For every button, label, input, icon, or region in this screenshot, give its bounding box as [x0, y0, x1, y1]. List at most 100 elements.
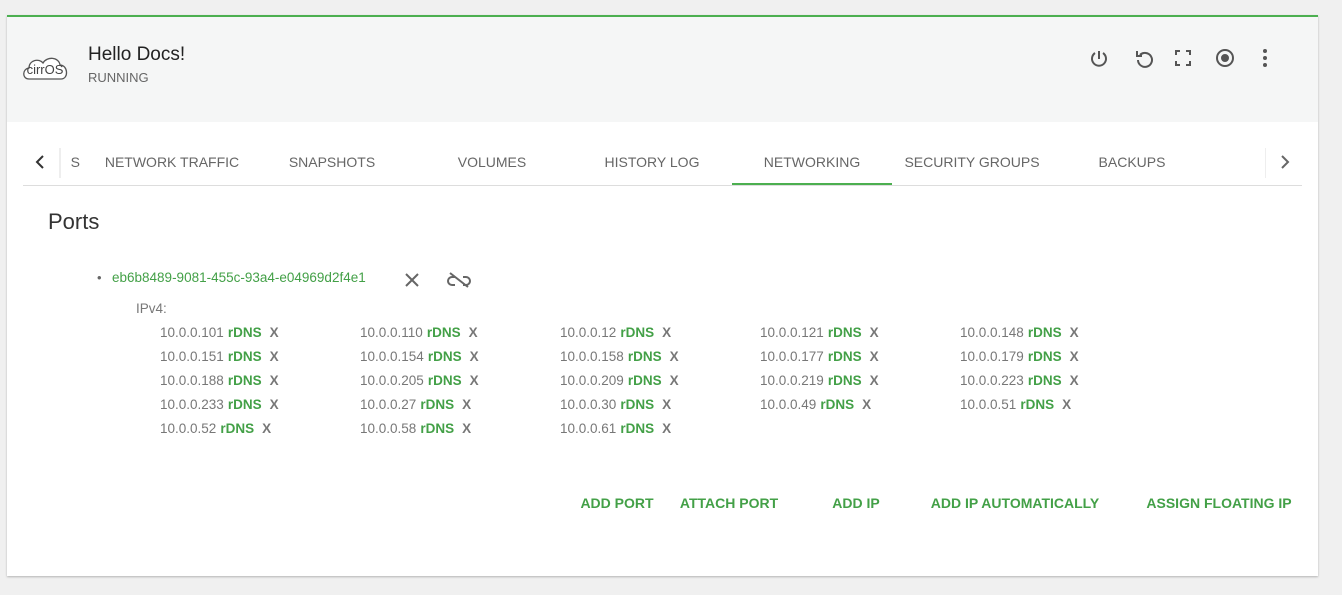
rdns-link[interactable]: rDNS [427, 349, 462, 364]
remove-ip-button[interactable]: X [469, 349, 479, 364]
remove-ip-button[interactable]: X [269, 397, 279, 412]
action-button[interactable]: ASSIGN FLOATING IP [1146, 495, 1292, 511]
rdns-link[interactable]: rDNS [620, 397, 655, 412]
ip-entry: 10.0.0.121 rDNS X [760, 325, 879, 340]
remove-ip-button[interactable]: X [869, 325, 879, 340]
remove-ip-button[interactable]: X [662, 421, 672, 436]
rdns-link[interactable]: rDNS [627, 373, 662, 388]
port-link[interactable]: eb6b8489-9081-455c-93a4-e04969d2f4e1 [112, 270, 366, 285]
instance-title: Hello Docs! [88, 44, 186, 65]
rdns-link[interactable]: rDNS [227, 325, 262, 340]
ip-entry: 10.0.0.223 rDNS X [960, 373, 1079, 388]
ip-entry: 10.0.0.179 rDNS X [960, 349, 1079, 364]
remove-ip-button[interactable]: X [1069, 373, 1079, 388]
action-button[interactable]: ADD IP AUTOMATICALLY [930, 495, 1100, 511]
rdns-link[interactable]: rDNS [1020, 397, 1055, 412]
tab[interactable]: S [70, 154, 80, 170]
rdns-link[interactable]: rDNS [620, 421, 655, 436]
remove-ip-button[interactable]: X [862, 397, 872, 412]
ip-list: 10.0.0.101 rDNS X 10.0.0.110 rDNS X 10.0.0.12 r… [160, 325, 1260, 455]
section-title: Ports [48, 209, 100, 234]
tab-list: S NETWORK TRAFFIC SNAPSHOTS VOLUMES HISTORY … [60, 140, 1265, 187]
tab-scroll-left[interactable] [23, 140, 63, 185]
rdns-link[interactable]: rDNS [1027, 349, 1062, 364]
tab[interactable]: HISTORY LOG [604, 154, 700, 170]
logo-text: cirrOS [27, 62, 64, 77]
rdns-link[interactable]: rDNS [1027, 373, 1062, 388]
delete-port-button[interactable] [405, 273, 419, 287]
remove-ip-button[interactable]: X [262, 421, 272, 436]
tab-scroll-right[interactable] [1265, 140, 1305, 185]
ip-entry: 10.0.0.177 rDNS X [760, 349, 879, 364]
ip-address: 10.0.0.177 [760, 349, 824, 364]
tab[interactable]: BACKUPS [1098, 154, 1166, 170]
rdns-link[interactable]: rDNS [227, 373, 262, 388]
rdns-link[interactable]: rDNS [227, 397, 262, 412]
rdns-link[interactable]: rDNS [827, 373, 862, 388]
ip-entry: 10.0.0.30 rDNS X [560, 397, 671, 412]
ip-entry: 10.0.0.51 rDNS X [960, 397, 1071, 412]
ip-address: 10.0.0.121 [760, 325, 824, 340]
rdns-link[interactable]: rDNS [620, 325, 655, 340]
rdns-link[interactable]: rDNS [820, 397, 855, 412]
rdns-link[interactable]: rDNS [420, 421, 455, 436]
console-button[interactable] [1216, 49, 1234, 67]
ip-entry: 10.0.0.148 rDNS X [960, 325, 1079, 340]
remove-ip-button[interactable]: X [468, 325, 478, 340]
fullscreen-button[interactable] [1175, 50, 1191, 66]
remove-ip-button[interactable]: X [662, 325, 672, 340]
tab[interactable]: VOLUMES [457, 154, 527, 170]
tab-strip: S NETWORK TRAFFIC SNAPSHOTS VOLUMES HISTORY … [60, 140, 1265, 187]
ip-address: 10.0.0.219 [760, 373, 824, 388]
ip-entry: 10.0.0.205 rDNS X [360, 373, 479, 388]
action-button[interactable]: ADD IP [832, 495, 880, 511]
ip-entry: 10.0.0.27 rDNS X [360, 397, 471, 412]
ip-address: 10.0.0.154 [360, 349, 424, 364]
port-actions [405, 272, 471, 288]
remove-ip-button[interactable]: X [869, 349, 879, 364]
rdns-link[interactable]: rDNS [420, 397, 455, 412]
restart-button[interactable] [1136, 51, 1153, 68]
action-button[interactable]: ADD PORT [580, 495, 654, 511]
action-button[interactable]: ATTACH PORT [679, 495, 779, 511]
ip-entry: 10.0.0.110 rDNS X [360, 325, 478, 340]
power-button[interactable] [1091, 51, 1107, 67]
ip-address: 10.0.0.148 [960, 325, 1024, 340]
remove-ip-button[interactable]: X [269, 325, 279, 340]
rdns-link[interactable]: rDNS [427, 373, 462, 388]
rdns-link[interactable]: rDNS [1027, 325, 1062, 340]
remove-ip-button[interactable]: X [869, 373, 879, 388]
card-header [7, 17, 1318, 122]
ipv4-label: IPv4: [136, 301, 167, 316]
remove-ip-button[interactable]: X [269, 349, 279, 364]
remove-ip-button[interactable]: X [669, 349, 679, 364]
ip-address: 10.0.0.158 [560, 349, 624, 364]
rdns-link[interactable]: rDNS [426, 325, 461, 340]
ip-address: 10.0.0.58 [360, 421, 417, 436]
detach-port-button[interactable] [447, 272, 471, 288]
bullet: • [97, 270, 102, 285]
tab[interactable]: SECURITY GROUPS [904, 154, 1040, 170]
remove-ip-button[interactable]: X [462, 421, 472, 436]
ip-entry: 10.0.0.12 rDNS X [560, 325, 671, 340]
ip-address: 10.0.0.61 [560, 421, 617, 436]
remove-ip-button[interactable]: X [669, 373, 679, 388]
remove-ip-button[interactable]: X [662, 397, 672, 412]
remove-ip-button[interactable]: X [1062, 397, 1072, 412]
tab[interactable]: SNAPSHOTS [288, 154, 376, 170]
remove-ip-button[interactable]: X [469, 373, 479, 388]
remove-ip-button[interactable]: X [1069, 349, 1079, 364]
remove-ip-button[interactable]: X [269, 373, 279, 388]
ip-address: 10.0.0.209 [560, 373, 624, 388]
remove-ip-button[interactable]: X [462, 397, 472, 412]
ip-entry: 10.0.0.233 rDNS X [160, 397, 279, 412]
rdns-link[interactable]: rDNS [227, 349, 262, 364]
rdns-link[interactable]: rDNS [827, 325, 862, 340]
rdns-link[interactable]: rDNS [627, 349, 662, 364]
tab[interactable]: NETWORK TRAFFIC [104, 154, 240, 170]
menu-button[interactable] [1263, 49, 1267, 67]
tab[interactable]: NETWORKING [732, 140, 892, 185]
rdns-link[interactable]: rDNS [220, 421, 255, 436]
remove-ip-button[interactable]: X [1069, 325, 1079, 340]
rdns-link[interactable]: rDNS [827, 349, 862, 364]
